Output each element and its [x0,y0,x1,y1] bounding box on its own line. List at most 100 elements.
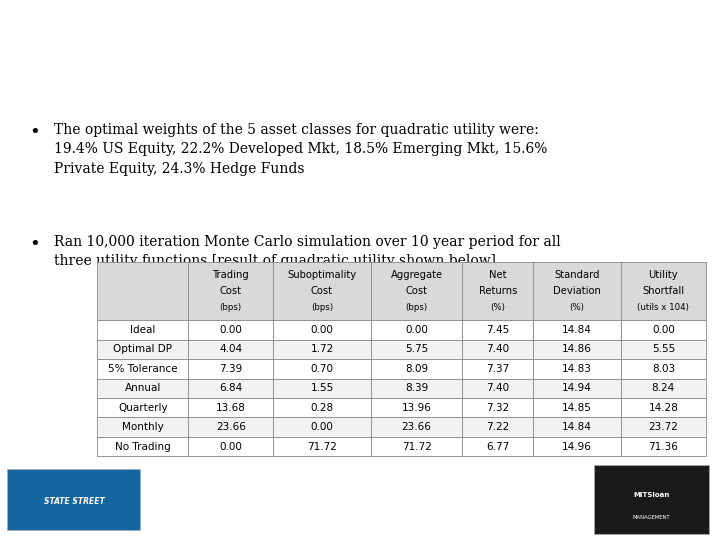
Text: Ran 10,000 iteration Monte Carlo simulation over 10 year period for all
three ut: Ran 10,000 iteration Monte Carlo simulat… [54,235,561,268]
Text: 71.72: 71.72 [402,442,431,451]
Text: 14.85: 14.85 [562,403,592,413]
Text: (%): (%) [570,303,585,312]
Text: 4.04: 4.04 [219,345,242,354]
Bar [189,417,273,437]
Text: MITSloan: MITSloan [634,492,670,498]
Bar [7,469,140,530]
Bar [189,340,273,359]
Text: 0.70: 0.70 [310,364,333,374]
Text: Cost: Cost [220,286,242,296]
Bar [371,437,462,456]
Bar [462,262,534,320]
Bar [273,417,371,437]
Text: Standard: Standard [554,270,600,280]
Text: 14.28: 14.28 [649,403,678,413]
Text: The optimal weights of the 5 asset classes for quadratic utility were:
19.4% US : The optimal weights of the 5 asset class… [54,123,547,176]
Text: (bps): (bps) [405,303,428,312]
Text: Quarterly: Quarterly [118,403,168,413]
Bar [534,437,621,456]
Text: Annual: Annual [125,383,161,393]
Text: 7.40: 7.40 [486,383,509,393]
Bar [462,340,534,359]
Bar [534,359,621,379]
Bar [621,379,706,398]
Bar [621,340,706,359]
Text: Trading: Trading [212,270,249,280]
Text: (bps): (bps) [220,303,242,312]
Bar [371,320,462,340]
Text: 0.00: 0.00 [652,325,675,335]
Bar [97,320,189,340]
Text: 7.39: 7.39 [219,364,243,374]
Bar [621,437,706,456]
Bar [371,340,462,359]
Bar [97,359,189,379]
Text: 8.24: 8.24 [652,383,675,393]
Text: Suboptimality: Suboptimality [287,270,356,280]
Text: 1.72: 1.72 [310,345,333,354]
Bar [189,320,273,340]
Bar [534,398,621,417]
Bar [273,359,371,379]
Text: 6.84: 6.84 [219,383,243,393]
Text: Returns: Returns [479,286,517,296]
Bar [621,262,706,320]
Text: 17: 17 [690,12,709,26]
Text: 71.36: 71.36 [649,442,678,451]
Text: 7.40: 7.40 [486,345,509,354]
Bar [273,340,371,359]
Bar [534,340,621,359]
Bar [621,359,706,379]
Bar [189,398,273,417]
Bar [534,320,621,340]
Bar [273,398,371,417]
Text: 0.00: 0.00 [310,325,333,335]
Text: •: • [29,235,40,253]
Text: 14.84: 14.84 [562,422,592,432]
Text: Optimal DP: Optimal DP [113,345,172,354]
Text: 7.32: 7.32 [486,403,509,413]
Text: Cost: Cost [405,286,428,296]
Text: 5% Tolerance: 5% Tolerance [108,364,178,374]
Text: (utils x 104): (utils x 104) [637,303,689,312]
Bar [621,417,706,437]
Text: Cost: Cost [311,286,333,296]
Text: 23.66: 23.66 [216,422,246,432]
Text: 7.22: 7.22 [486,422,509,432]
Bar [273,262,371,320]
Text: 13.96: 13.96 [402,403,431,413]
Text: 14.96: 14.96 [562,442,592,451]
Text: 14.94: 14.94 [562,383,592,393]
Bar [97,262,189,320]
Text: 14.83: 14.83 [562,364,592,374]
Text: Deviation: Deviation [553,286,601,296]
Text: Multi-Asset Model: Multi-Asset Model [18,41,332,72]
Bar [189,359,273,379]
Bar [189,262,273,320]
Bar [189,379,273,398]
Text: Net: Net [489,270,506,280]
Bar [371,417,462,437]
Text: 0.28: 0.28 [310,403,333,413]
Text: (%): (%) [490,303,505,312]
Text: 8.09: 8.09 [405,364,428,374]
Text: 14.86: 14.86 [562,345,592,354]
Text: 0.00: 0.00 [405,325,428,335]
Text: 0.00: 0.00 [220,325,242,335]
Bar [97,379,189,398]
Bar [273,320,371,340]
Text: 13.68: 13.68 [216,403,246,413]
Bar [97,398,189,417]
Text: No Trading: No Trading [115,442,171,451]
Bar [273,379,371,398]
Bar [273,437,371,456]
Text: 5.75: 5.75 [405,345,428,354]
Bar [534,262,621,320]
Text: MANAGEMENT: MANAGEMENT [633,515,670,520]
Text: Quadratic Utility: Quadratic Utility [294,327,426,341]
Bar [189,437,273,456]
Text: Shortfall: Shortfall [642,286,685,296]
Bar [97,437,189,456]
Text: 0.00: 0.00 [310,422,333,432]
Text: 14.84: 14.84 [562,325,592,335]
